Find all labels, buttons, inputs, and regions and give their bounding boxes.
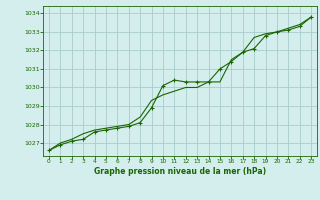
X-axis label: Graphe pression niveau de la mer (hPa): Graphe pression niveau de la mer (hPa)	[94, 167, 266, 176]
